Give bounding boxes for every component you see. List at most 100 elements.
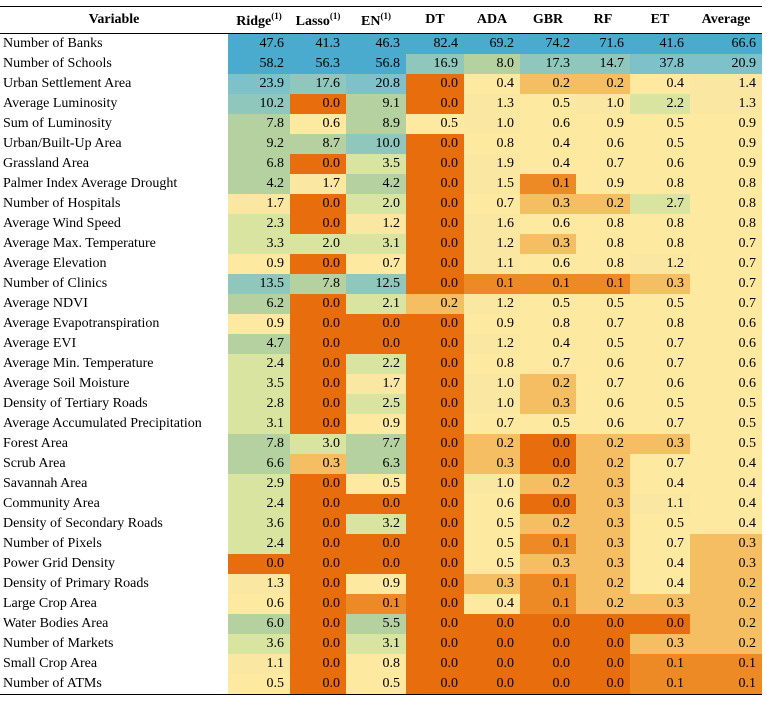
importance-value-cell: 0.1 [464, 274, 520, 294]
importance-value-cell: 0.0 [290, 294, 346, 314]
table-row: Power Grid Density 0.0 0.0 0.0 0.0 0.5 0.3 0.3 0… [0, 554, 762, 574]
importance-value-cell: 0.0 [290, 254, 346, 274]
table-row: Number of Markets 3.6 0.0 3.1 0.0 0.0 0.0 0.0 0.… [0, 634, 762, 654]
importance-value-cell: 0.7 [630, 454, 690, 474]
header-row: Variable Ridge(1) Lasso(1) EN(1) DT ADA GBR RF E… [0, 6, 762, 34]
importance-value-cell: 3.5 [228, 374, 290, 394]
importance-value-cell: 3.1 [346, 634, 406, 654]
importance-value-cell: 0.0 [576, 634, 630, 654]
importance-value-cell: 0.2 [520, 474, 576, 494]
importance-value-cell: 37.8 [630, 54, 690, 74]
importance-value-cell: 0.7 [690, 274, 762, 294]
importance-value-cell: 7.7 [346, 434, 406, 454]
table-row: Number of Hospitals 1.7 0.0 2.0 0.0 0.7 0.3 0.2… [0, 194, 762, 214]
importance-value-cell: 0.0 [406, 534, 464, 554]
importance-value-cell: 0.0 [520, 654, 576, 674]
importance-value-cell: 1.3 [690, 94, 762, 114]
importance-value-cell: 0.0 [290, 314, 346, 334]
importance-value-cell: 0.8 [630, 214, 690, 234]
importance-value-cell: 0.9 [690, 114, 762, 134]
importance-value-cell: 0.4 [520, 134, 576, 154]
importance-value-cell: 0.0 [406, 354, 464, 374]
importance-value-cell: 0.0 [346, 494, 406, 514]
importance-value-cell: 0.7 [520, 354, 576, 374]
column-header-average: Average [690, 7, 762, 34]
importance-value-cell: 2.9 [228, 474, 290, 494]
importance-value-cell: 0.8 [690, 214, 762, 234]
variable-name-cell: Number of Clinics [3, 276, 108, 291]
variable-name-cell: Density of Primary Roads [3, 576, 149, 591]
column-header-label: Average [701, 12, 751, 27]
importance-value-cell: 0.0 [290, 554, 346, 574]
variable-name-cell: Number of Pixels [3, 536, 102, 551]
importance-value-cell: 74.2 [520, 33, 576, 54]
importance-value-cell: 17.6 [290, 74, 346, 94]
importance-value-cell: 0.4 [464, 594, 520, 614]
importance-value-cell: 66.6 [690, 33, 762, 54]
importance-value-cell: 0.0 [576, 654, 630, 674]
importance-value-cell: 0.0 [406, 454, 464, 474]
importance-value-cell: 1.2 [464, 234, 520, 254]
importance-value-cell: 0.2 [576, 594, 630, 614]
importance-value-cell: 0.3 [576, 474, 630, 494]
importance-value-cell: 0.0 [290, 414, 346, 434]
importance-value-cell: 0.0 [290, 594, 346, 614]
importance-value-cell: 0.9 [346, 414, 406, 434]
importance-value-cell: 0.4 [630, 554, 690, 574]
importance-value-cell: 0.9 [346, 574, 406, 594]
importance-value-cell: 0.4 [630, 574, 690, 594]
table-row: Average Evapotranspiration 0.9 0.0 0.0 0.0 0.… [0, 314, 762, 334]
variable-name-cell: Average Soil Moisture [3, 376, 130, 391]
importance-value-cell: 0.0 [406, 554, 464, 574]
importance-value-cell: 0.0 [406, 574, 464, 594]
importance-value-cell: 0.1 [520, 574, 576, 594]
importance-value-cell: 0.7 [464, 194, 520, 214]
importance-value-cell: 2.4 [228, 354, 290, 374]
importance-value-cell: 0.8 [464, 354, 520, 374]
importance-value-cell: 0.3 [690, 534, 762, 554]
table-row: Average Soil Moisture 3.5 0.0 1.7 0.0 1.0 0.2 0… [0, 374, 762, 394]
importance-value-cell: 1.6 [464, 214, 520, 234]
importance-value-cell: 2.0 [290, 234, 346, 254]
table-row: Number of Clinics 13.5 7.8 12.5 0.0 0.1 0.1 0.1… [0, 274, 762, 294]
importance-value-cell: 0.1 [520, 534, 576, 554]
variable-name-cell: Number of Schools [3, 56, 112, 71]
importance-value-cell: 4.2 [228, 174, 290, 194]
variable-name-cell: Community Area [3, 496, 100, 511]
variable-name-cell: Water Bodies Area [3, 616, 109, 631]
importance-value-cell: 0.0 [406, 194, 464, 214]
importance-value-cell: 0.2 [576, 74, 630, 94]
table-row: Urban/Built-Up Area 9.2 8.7 10.0 0.0 0.8 0.4 0.… [0, 134, 762, 154]
importance-value-cell: 0.8 [464, 134, 520, 154]
importance-value-cell: 10.0 [346, 134, 406, 154]
importance-value-cell: 0.0 [406, 134, 464, 154]
column-header-label: EN [361, 13, 381, 29]
importance-value-cell: 0.2 [576, 434, 630, 454]
importance-value-cell: 0.7 [690, 294, 762, 314]
variable-name-cell: Average Wind Speed [3, 216, 121, 231]
importance-value-cell: 0.3 [464, 574, 520, 594]
importance-value-cell: 0.0 [406, 394, 464, 414]
importance-value-cell: 0.5 [228, 674, 290, 695]
importance-value-cell: 1.2 [464, 334, 520, 354]
importance-value-cell: 0.3 [690, 554, 762, 574]
importance-value-cell: 0.0 [346, 314, 406, 334]
importance-value-cell: 20.9 [690, 54, 762, 74]
importance-value-cell: 0.0 [520, 634, 576, 654]
importance-value-cell: 56.8 [346, 54, 406, 74]
importance-value-cell: 0.9 [228, 314, 290, 334]
importance-value-cell: 0.0 [464, 674, 520, 695]
importance-value-cell: 0.5 [576, 294, 630, 314]
importance-value-cell: 0.0 [576, 614, 630, 634]
table-row: Number of ATMs 0.5 0.0 0.5 0.0 0.0 0.0 0.0 0.1 0.… [0, 674, 762, 695]
importance-value-cell: 0.0 [520, 614, 576, 634]
table-row: Palmer Index Average Drought 4.2 1.7 4.2 0.0… [0, 174, 762, 194]
importance-value-cell: 1.0 [464, 374, 520, 394]
importance-value-cell: 0.5 [464, 514, 520, 534]
importance-value-cell: 0.0 [406, 594, 464, 614]
importance-value-cell: 0.8 [690, 174, 762, 194]
importance-value-cell: 0.5 [346, 674, 406, 695]
importance-value-cell: 0.7 [576, 154, 630, 174]
table-row: Small Crop Area 1.1 0.0 0.8 0.0 0.0 0.0 0.0 0.1 0… [0, 654, 762, 674]
importance-value-cell: 0.0 [290, 374, 346, 394]
